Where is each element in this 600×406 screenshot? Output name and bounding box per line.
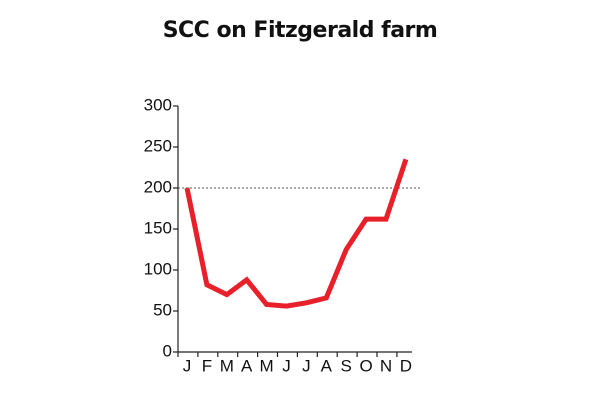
x-tick-label: A	[241, 356, 253, 375]
x-tick-label: N	[380, 356, 392, 375]
y-tick-label: 300	[144, 95, 172, 114]
y-tick-label: 150	[144, 218, 172, 237]
y-tick-label: 0	[163, 341, 172, 360]
x-tick-label: A	[321, 356, 333, 375]
y-tick-label: 100	[144, 259, 172, 278]
x-tick-label: D	[400, 356, 412, 375]
y-tick-label: 200	[144, 177, 172, 196]
x-tick-label: J	[302, 356, 311, 375]
x-tick-label: J	[183, 356, 192, 375]
line-series	[184, 158, 409, 309]
x-tick-label: M	[260, 356, 274, 375]
chart-title: SCC on Fitzgerald farm	[163, 18, 438, 43]
x-tick-label: M	[220, 356, 234, 375]
x-tick-label: O	[359, 356, 372, 375]
y-tick-label: 50	[153, 300, 172, 319]
x-tick-label: J	[282, 356, 291, 375]
x-tick-label: S	[341, 356, 352, 375]
x-tick-label: F	[202, 356, 212, 375]
y-tick-label: 250	[144, 136, 172, 155]
